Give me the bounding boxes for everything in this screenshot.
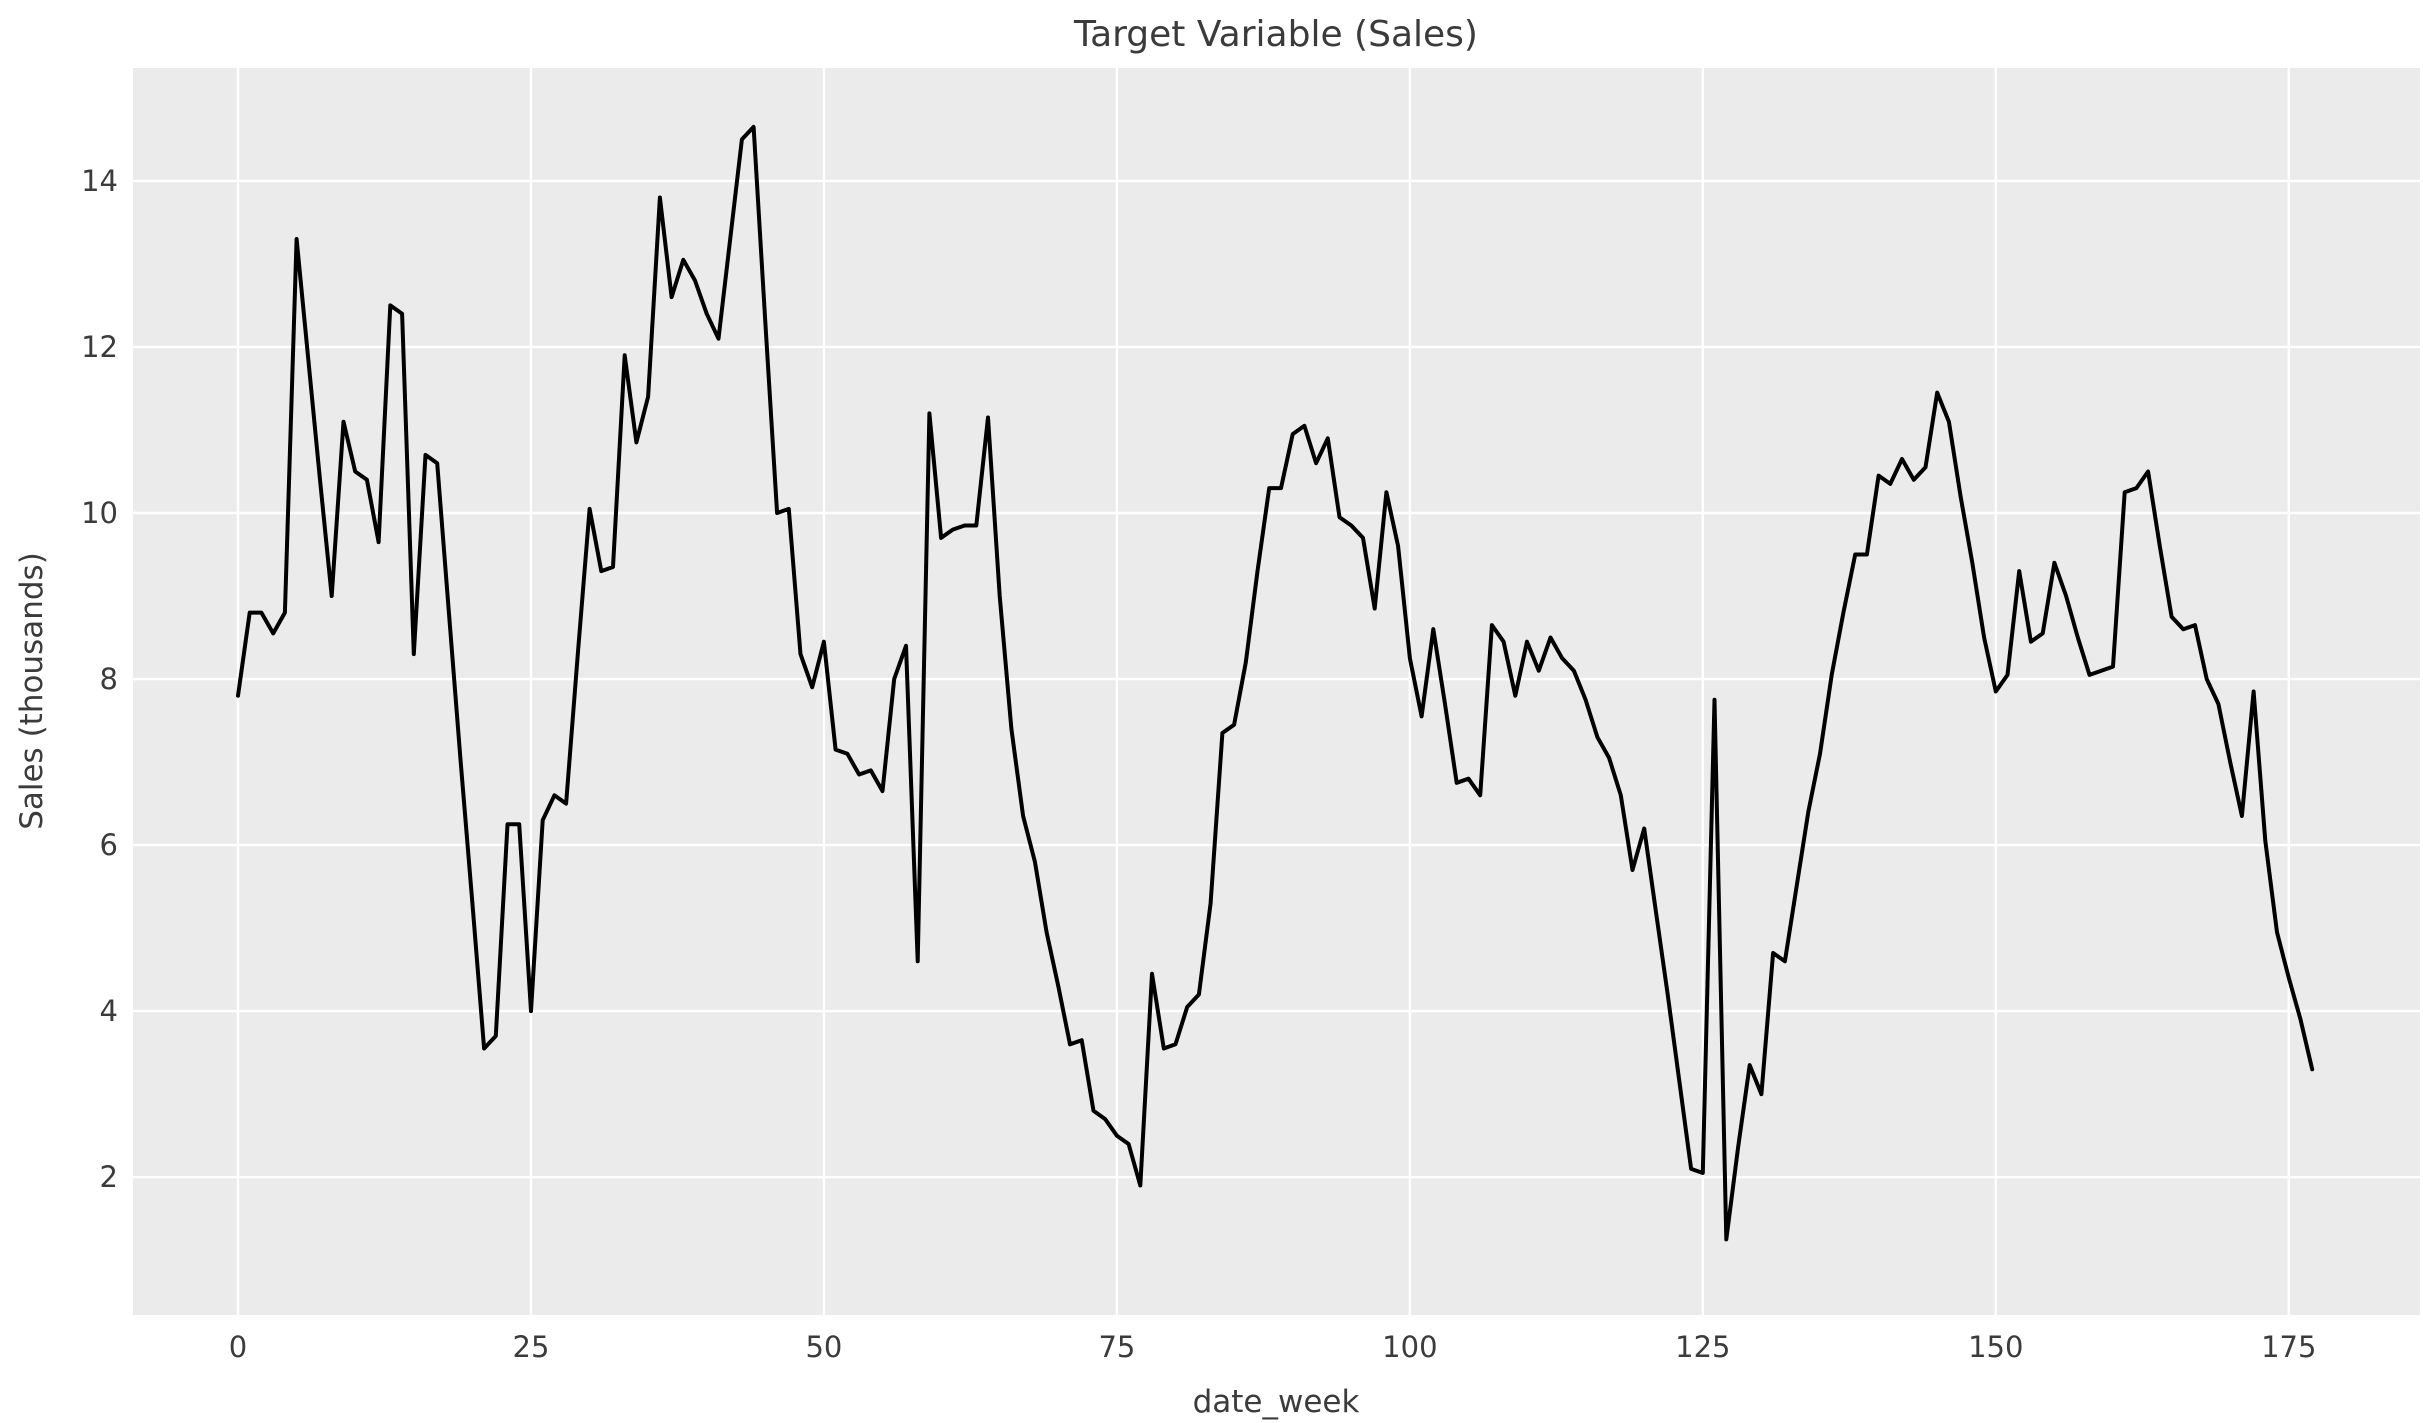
y-tick-label: 8 [100,662,118,696]
y-tick-label: 10 [81,496,118,530]
y-tick-label: 4 [100,994,118,1028]
y-tick-labels: 2 4 6 8 10 12 14 [81,164,118,1194]
y-tick-label: 12 [81,330,118,364]
x-tick-label: 50 [805,1330,842,1364]
x-tick-label: 75 [1098,1330,1135,1364]
x-tick-label: 0 [229,1330,247,1364]
x-tick-label: 100 [1382,1330,1437,1364]
y-axis-label: Sales (thousands) [14,552,50,830]
y-tick-label: 6 [100,828,118,862]
y-tick-label: 14 [81,164,118,198]
x-tick-label: 150 [1968,1330,2023,1364]
x-axis-label: date_week [1193,1384,1360,1420]
plot-background [133,68,2420,1315]
chart-title: Target Variable (Sales) [1073,14,1478,55]
sales-line [236,124,2315,1242]
y-tick-label: 2 [100,1160,118,1194]
x-tick-label: 125 [1675,1330,1730,1364]
x-tick-label: 25 [513,1330,550,1364]
x-tick-labels: 0 25 50 75 100 125 150 175 [229,1330,2317,1364]
x-tick-label: 175 [2261,1330,2316,1364]
